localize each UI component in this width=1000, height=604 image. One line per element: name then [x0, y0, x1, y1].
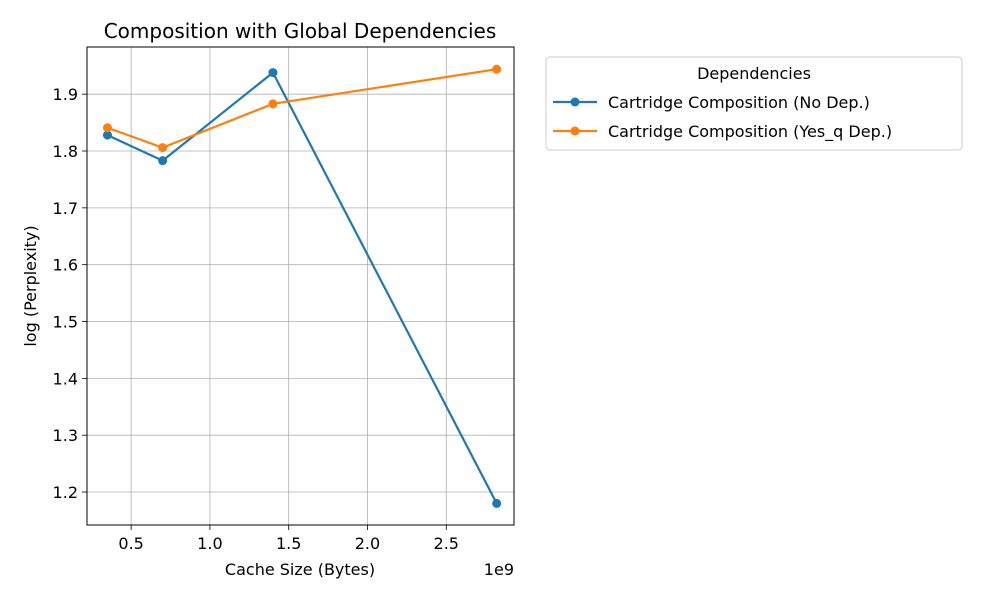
series-2: [102, 64, 502, 153]
chart-title: Composition with Global Dependencies: [104, 19, 497, 43]
data-point: [492, 498, 502, 508]
y-tick-label: 1.6: [53, 256, 78, 275]
plot-area-frame: [86, 46, 515, 526]
x-tick-label: 0.5: [118, 534, 143, 553]
y-axis: 1.2 1.3 1.4 1.5 1.6 1.7 1.8 1.9: [53, 85, 87, 502]
legend-entry: Cartridge Composition (No Dep.): [553, 93, 870, 112]
y-tick-label: 1.7: [53, 199, 78, 218]
series-line: [106, 68, 498, 149]
series-layer: [102, 64, 502, 508]
data-point: [158, 143, 168, 153]
x-tick-label: 1.0: [197, 534, 222, 553]
legend-entries: Cartridge Composition (No Dep.) Cartridge…: [553, 93, 892, 142]
data-point: [268, 99, 278, 109]
legend-label: Cartridge Composition (Yes_q Dep.): [608, 122, 892, 142]
x-axis: 0.5 1.0 1.5 2.0 2.5: [118, 525, 459, 553]
legend-marker: [570, 126, 580, 136]
y-tick-label: 1.4: [53, 369, 78, 388]
data-point: [102, 130, 112, 140]
data-point: [158, 156, 168, 166]
legend: Dependencies Cartridge Composition (No D…: [545, 56, 963, 151]
series-line: [106, 71, 498, 505]
y-axis-label: log (Perplexity): [21, 225, 40, 346]
grid: [87, 47, 514, 525]
legend-entry: Cartridge Composition (Yes_q Dep.): [553, 122, 892, 142]
x-tick-label: 1.5: [276, 534, 301, 553]
series-1: [102, 68, 502, 508]
data-point: [268, 68, 278, 78]
data-point: [492, 64, 502, 74]
y-tick-label: 1.8: [53, 142, 78, 161]
x-tick-label: 2.0: [355, 534, 380, 553]
legend-box: [545, 56, 963, 151]
legend-marker: [570, 97, 580, 107]
legend-label: Cartridge Composition (No Dep.): [608, 93, 870, 112]
y-tick-label: 1.2: [53, 483, 78, 502]
y-tick-label: 1.9: [53, 85, 78, 104]
x-axis-offset-label: 1e9: [484, 560, 514, 579]
x-tick-label: 2.5: [434, 534, 459, 553]
data-point: [102, 123, 112, 133]
x-axis-label: Cache Size (Bytes): [225, 560, 375, 579]
y-tick-label: 1.5: [53, 313, 78, 332]
legend-title: Dependencies: [697, 64, 811, 83]
y-tick-label: 1.3: [53, 426, 78, 445]
